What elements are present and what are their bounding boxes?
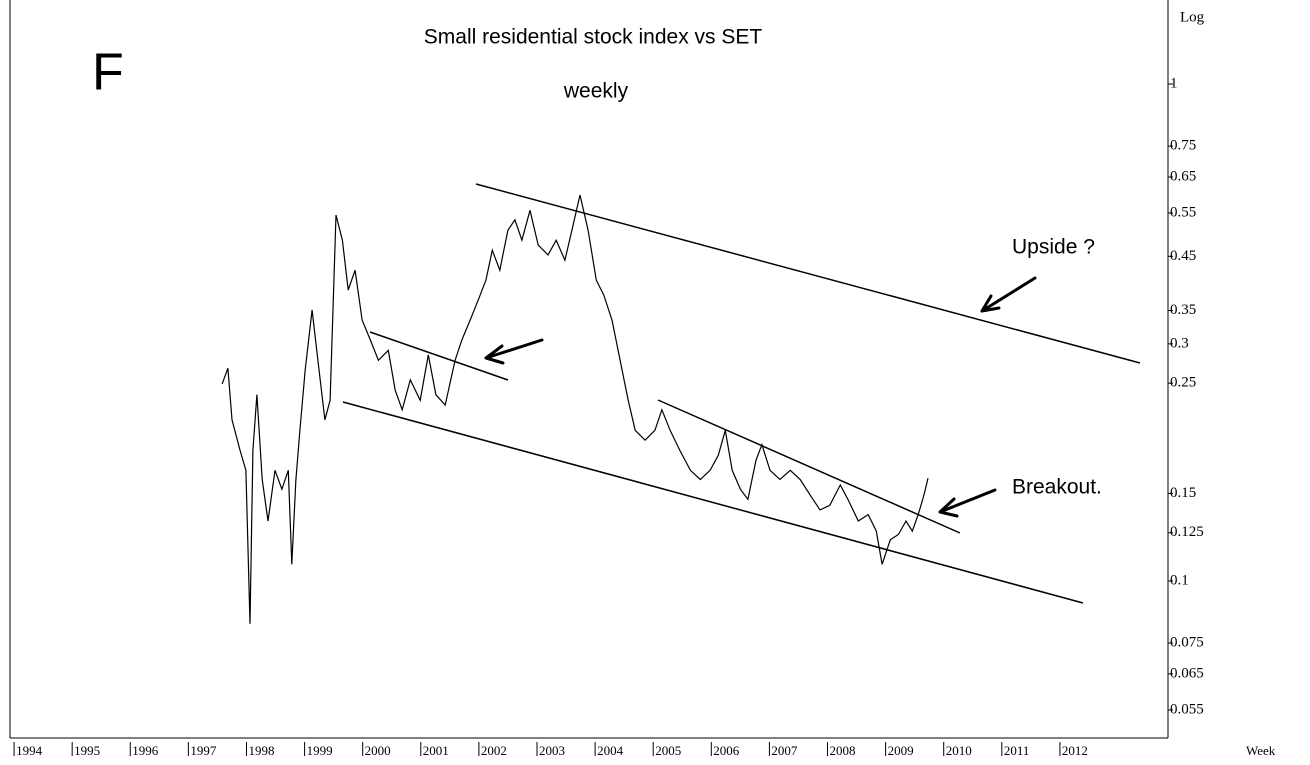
x-tick-label: 2000 bbox=[365, 743, 391, 758]
trend-line bbox=[475, 183, 1141, 364]
arrow bbox=[938, 488, 997, 518]
y-tick-label: 0.065 bbox=[1170, 665, 1204, 681]
x-tick-label: 2009 bbox=[888, 743, 914, 758]
y-tick-label: 0.15 bbox=[1170, 485, 1196, 501]
trend-line bbox=[657, 399, 961, 534]
x-tick-label: 1996 bbox=[132, 743, 159, 758]
y-tick-label: 0.125 bbox=[1170, 524, 1204, 540]
y-tick-label: 0.45 bbox=[1170, 248, 1196, 264]
x-tick-label: 2012 bbox=[1062, 743, 1088, 758]
x-tick-label: 2003 bbox=[539, 743, 565, 758]
y-tick-label: 0.25 bbox=[1170, 375, 1196, 391]
x-tick-label: 2002 bbox=[481, 743, 507, 758]
x-tick-label: 1995 bbox=[74, 743, 100, 758]
x-tick-label: 2001 bbox=[423, 743, 449, 758]
x-tick-label: 1998 bbox=[248, 743, 274, 758]
x-tick-label: 2010 bbox=[946, 743, 972, 758]
y-tick-label: 0.055 bbox=[1170, 701, 1204, 717]
y-tick-label: 1 bbox=[1170, 75, 1178, 91]
x-tick-label: 2008 bbox=[830, 743, 856, 758]
x-tick-label: 2004 bbox=[597, 743, 624, 758]
panel-label: F bbox=[92, 44, 124, 102]
arrow bbox=[980, 276, 1037, 313]
x-axis-label: Week bbox=[1246, 743, 1276, 758]
data-line bbox=[221, 194, 929, 624]
y-tick-label: 0.35 bbox=[1170, 302, 1196, 318]
chart-title: Small residential stock index vs SET bbox=[424, 26, 763, 49]
x-tick-label: 2007 bbox=[771, 743, 798, 758]
y-scale-label: Log bbox=[1180, 9, 1205, 25]
y-tick-label: 0.55 bbox=[1170, 204, 1196, 220]
x-tick-label: 2005 bbox=[655, 743, 681, 758]
y-tick-label: 0.3 bbox=[1170, 335, 1189, 351]
arrow bbox=[484, 338, 544, 365]
annotation: Upside ? bbox=[1012, 236, 1095, 259]
trend-line bbox=[342, 401, 1084, 604]
y-tick-label: 0.65 bbox=[1170, 168, 1196, 184]
y-tick-label: 0.1 bbox=[1170, 572, 1189, 588]
trend-line bbox=[369, 331, 509, 381]
y-tick-label: 0.075 bbox=[1170, 634, 1204, 650]
x-tick-label: 2011 bbox=[1004, 743, 1030, 758]
x-tick-label: 1994 bbox=[16, 743, 43, 758]
x-tick-label: 1999 bbox=[307, 743, 333, 758]
x-tick-label: 2006 bbox=[713, 743, 740, 758]
x-tick-label: 1997 bbox=[190, 743, 217, 758]
y-tick-label: 0.75 bbox=[1170, 138, 1196, 154]
annotation: Breakout. bbox=[1012, 476, 1102, 499]
chart-subtitle: weekly bbox=[563, 80, 629, 103]
